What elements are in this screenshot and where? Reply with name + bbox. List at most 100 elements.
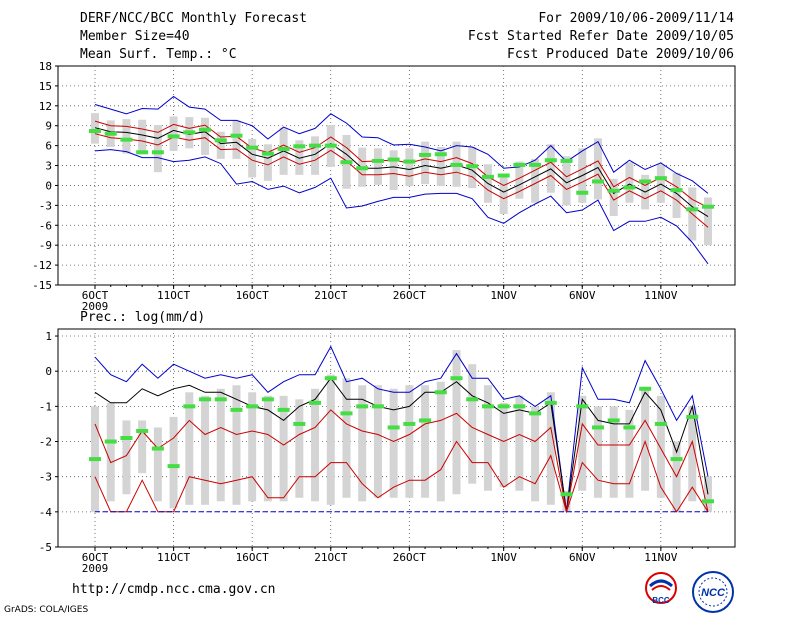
obs-marker [120, 436, 133, 440]
spread-box [515, 161, 524, 199]
obs-marker [481, 404, 494, 409]
spread-box [421, 385, 430, 498]
spread-box [641, 388, 650, 491]
obs-marker [654, 176, 667, 181]
spread-box [625, 162, 634, 203]
obs-marker [371, 404, 384, 409]
obs-marker [356, 166, 369, 171]
obs-marker [544, 400, 557, 405]
spread-box [499, 174, 508, 214]
forecast-period: For 2009/10/06-2009/11/14 [538, 11, 734, 26]
spread-box [515, 395, 524, 491]
spread-box [405, 385, 414, 498]
y-tick-label: -2 [39, 436, 52, 449]
spread-box [201, 395, 210, 505]
spread-box [562, 490, 571, 512]
x-tick-label: 21OCT [314, 551, 347, 564]
obs-marker [246, 145, 259, 150]
obs-marker [136, 150, 149, 155]
obs-marker [214, 138, 227, 143]
y-tick-label: 18 [39, 60, 52, 73]
spread-box [656, 395, 665, 498]
x-tick-label: 1NOV [490, 289, 517, 302]
obs-marker [497, 404, 510, 409]
spread-box [593, 138, 602, 200]
spread-box [311, 136, 320, 175]
chart-title: DERF/NCC/BCC Monthly Forecast [80, 11, 307, 26]
obs-marker [199, 397, 212, 402]
obs-marker [466, 164, 479, 169]
spread-box [295, 140, 304, 175]
spread-box [609, 406, 618, 498]
obs-marker [686, 414, 699, 419]
spread-box [672, 172, 681, 218]
obs-marker [623, 425, 636, 430]
obs-marker [529, 162, 542, 167]
x-tick-label: 16OCT [236, 551, 269, 564]
y-tick-label: 1 [45, 330, 52, 343]
series-line-mean [94, 127, 709, 218]
source-url[interactable]: http://cmdp.ncc.cma.gov.cn [72, 582, 276, 597]
obs-marker [277, 407, 290, 412]
spread-box [279, 395, 288, 502]
obs-marker [513, 162, 526, 167]
obs-marker [309, 400, 322, 405]
obs-marker [293, 144, 306, 149]
obs-marker [591, 179, 604, 184]
spread-box [625, 409, 634, 498]
series-line-lower [94, 440, 709, 514]
spread-box [295, 399, 304, 498]
obs-marker [356, 404, 369, 409]
obs-marker [702, 499, 714, 504]
y-tick-label: 6 [45, 140, 52, 153]
fcst-produced-date: Fcst Produced Date 2009/10/06 [507, 47, 734, 62]
y-tick-label: -9 [39, 239, 52, 252]
series-line-lower [94, 133, 709, 228]
obs-marker [199, 127, 212, 132]
obs-marker [230, 407, 243, 412]
spread-box [201, 117, 210, 155]
spread-box [531, 406, 540, 502]
spread-box [656, 164, 665, 203]
obs-marker [104, 439, 117, 444]
ncc-logo-text: NCC [701, 587, 726, 599]
y-tick-label: 0 [45, 365, 52, 378]
obs-marker [387, 425, 400, 430]
obs-marker [151, 150, 164, 155]
y-tick-label: -3 [39, 199, 52, 212]
x-tick-label: 1NOV [490, 551, 517, 564]
obs-marker [89, 457, 101, 462]
y-tick-label: -15 [32, 279, 52, 292]
obs-marker [293, 421, 306, 426]
spread-box [232, 120, 241, 159]
obs-marker [167, 464, 180, 469]
y-tick-label: 3 [45, 160, 52, 173]
obs-marker [670, 188, 683, 193]
spread-box [436, 146, 445, 187]
plot-frame [57, 65, 736, 286]
x-tick-label: 11OCT [157, 551, 190, 564]
member-size: Member Size=40 [80, 29, 190, 44]
spread-box [169, 416, 178, 509]
obs-marker [466, 397, 479, 402]
y-tick-label: -4 [39, 506, 53, 519]
series-line-mean [94, 377, 709, 512]
spread-box [578, 395, 587, 491]
spread-box [311, 388, 320, 502]
spread-box [91, 113, 99, 144]
obs-marker [261, 151, 274, 156]
obs-marker [214, 397, 227, 402]
obs-marker [702, 204, 714, 209]
spread-box [263, 144, 272, 181]
spread-box [452, 350, 461, 495]
spread-box [704, 197, 712, 246]
obs-marker [324, 143, 337, 148]
x-tick-label: 11NOV [644, 289, 677, 302]
obs-marker [623, 185, 636, 190]
x-tick-label: 26OCT [393, 551, 426, 564]
obs-marker [183, 130, 196, 135]
obs-marker [639, 179, 652, 184]
obs-marker [340, 160, 353, 165]
spread-box [546, 392, 555, 505]
x-tick-label: 6NOV [569, 551, 596, 564]
